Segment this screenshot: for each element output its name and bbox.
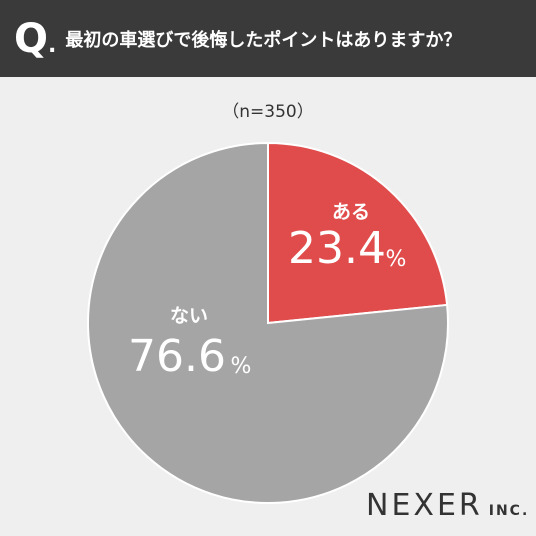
slice-label-1: ない bbox=[170, 305, 208, 327]
question-header: Q. 最初の車選びで後悔したポイントはありますか？ bbox=[0, 0, 536, 77]
question-text: 最初の車選びで後悔したポイントはありますか？ bbox=[65, 29, 462, 51]
slice-value-1: 76.6 bbox=[128, 331, 226, 382]
nexer-logo: NEXER INC. bbox=[366, 488, 529, 523]
slice-unit-0: % bbox=[386, 247, 407, 272]
slice-label-0: ある bbox=[332, 201, 370, 223]
slice-value-0: 23.4 bbox=[288, 223, 386, 274]
logo-main: NEXER bbox=[366, 488, 483, 523]
logo-sub: INC. bbox=[488, 503, 530, 519]
pie-slice-1 bbox=[87, 141, 449, 504]
pie-slice-0 bbox=[267, 141, 449, 325]
sample-size: （n=350） bbox=[222, 102, 314, 122]
q-mark: Q. bbox=[14, 15, 56, 62]
slice-unit-1: % bbox=[231, 354, 252, 379]
